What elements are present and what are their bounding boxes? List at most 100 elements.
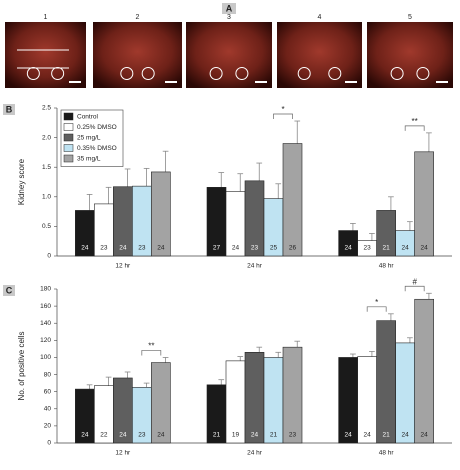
x-tick-label: 24 hr: [247, 263, 263, 270]
count-label: 24: [402, 432, 410, 439]
significance-mark: **: [412, 117, 418, 126]
significance-mark: **: [148, 342, 154, 351]
count-label: 23: [251, 245, 259, 252]
x-tick-label: 12 hr: [115, 450, 131, 457]
y-axis-label: No. of positive cells: [17, 332, 26, 401]
count-label: 23: [138, 245, 146, 252]
legend-label: 0.35% DMSO: [77, 145, 117, 152]
image-number: 4: [318, 14, 322, 21]
micrograph: [277, 22, 362, 88]
count-label: 24: [119, 245, 127, 252]
image-number: 3: [227, 14, 231, 21]
count-label: 24: [345, 245, 353, 252]
significance-bracket: [404, 125, 425, 131]
panel-letter-box: [3, 285, 15, 296]
count-label: 23: [100, 245, 108, 252]
y-axis-label: Kidney score: [17, 158, 26, 205]
kidney-outline: [26, 66, 40, 80]
bar: [338, 357, 358, 444]
kidney-outline: [209, 66, 223, 80]
kidney-outline: [120, 66, 134, 80]
legend-swatch: [63, 133, 74, 142]
y-tick-label: 1.5: [42, 164, 51, 171]
micrograph: [93, 22, 182, 88]
kidney-outline: [328, 66, 342, 80]
significance-bracket: [404, 285, 425, 292]
count-label: 24: [119, 432, 127, 439]
count-label: 19: [232, 432, 240, 439]
count-label: 24: [364, 432, 372, 439]
bar: [282, 346, 303, 444]
y-tick-label: 0: [47, 253, 51, 260]
micrograph: [186, 22, 272, 88]
y-tick-label: 160: [40, 303, 51, 310]
y-tick-label: 1.0: [42, 194, 51, 201]
kidney-outline: [297, 66, 311, 80]
kidney-outline: [390, 66, 404, 80]
y-tick-label: 0: [47, 440, 51, 447]
legend-label: 0.25% DMSO: [77, 124, 117, 131]
panel-letter-box: [222, 3, 236, 14]
x-tick-label: 48 hr: [379, 450, 395, 457]
y-tick-label: 100: [40, 354, 51, 361]
count-label: 24: [157, 432, 165, 439]
significance-mark: *: [281, 105, 284, 114]
y-tick-label: 180: [40, 286, 51, 293]
bar: [357, 356, 377, 444]
significance-bracket: [366, 306, 387, 312]
y-tick-label: 140: [40, 320, 51, 327]
count-label: 21: [383, 245, 391, 252]
bar: [395, 230, 415, 257]
count-label: 24: [232, 245, 240, 252]
count-label: 24: [81, 245, 89, 252]
count-label: 23: [364, 245, 372, 252]
y-tick-label: 2.5: [42, 105, 51, 112]
count-label: 24: [402, 245, 410, 252]
bar: [414, 298, 434, 444]
y-tick-label: 2.0: [42, 134, 51, 141]
count-label: 27: [213, 245, 221, 252]
kidney-outline: [416, 66, 430, 80]
count-label: 21: [213, 432, 221, 439]
image-number: 1: [44, 14, 48, 21]
legend-label: 25 mg/L: [77, 135, 101, 142]
panel-letter: C: [6, 285, 13, 295]
bar: [338, 230, 358, 257]
significance-bracket: [273, 113, 293, 120]
count-label: 23: [138, 432, 146, 439]
count-label: 22: [100, 432, 108, 439]
y-tick-label: 0.5: [42, 223, 51, 230]
count-label: 24: [81, 432, 89, 439]
count-label: 24: [421, 432, 429, 439]
legend-swatch: [63, 123, 74, 131]
count-label: 24: [345, 432, 353, 439]
bar: [225, 360, 246, 444]
micrograph: [5, 22, 86, 88]
x-tick-label: 12 hr: [115, 263, 131, 270]
count-label: 24: [251, 432, 259, 439]
significance-mark: #: [412, 277, 417, 286]
count-label: 24: [421, 245, 429, 252]
bar: [376, 320, 396, 444]
panel-letter: B: [6, 104, 13, 114]
bar: [151, 362, 171, 444]
bar: [263, 357, 284, 444]
y-tick-label: 60: [44, 388, 52, 395]
kidney-outline: [141, 66, 155, 80]
count-label: 25: [270, 245, 278, 252]
legend-swatch: [63, 112, 74, 121]
image-number: 2: [136, 14, 140, 21]
count-label: 24: [157, 245, 165, 252]
count-label: 21: [383, 432, 391, 439]
significance-mark: *: [375, 298, 378, 307]
kidney-outline: [235, 66, 249, 80]
bar: [414, 151, 434, 257]
legend-label: Control: [77, 114, 99, 121]
count-label: 21: [270, 432, 278, 439]
micrograph: [367, 22, 453, 88]
significance-bracket: [141, 350, 162, 356]
legend-swatch: [63, 144, 74, 152]
x-tick-label: 48 hr: [379, 263, 395, 270]
bar: [151, 171, 171, 257]
